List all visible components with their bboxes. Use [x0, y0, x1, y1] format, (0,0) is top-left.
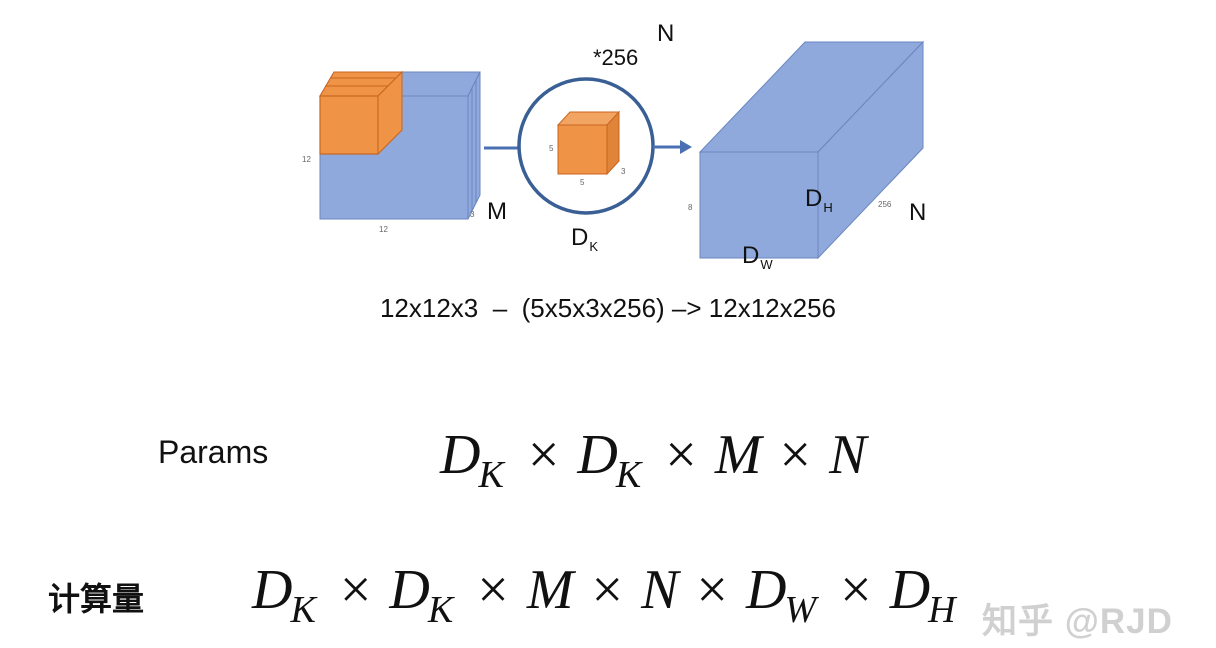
input-channels-label: M: [487, 198, 507, 225]
compute-label: 计算量: [48, 580, 145, 618]
kernel-dk-label: DK: [571, 224, 599, 254]
kernel-depth-label: 3: [621, 167, 626, 176]
kernel-side-label-b: 5: [580, 178, 585, 187]
params-label: Params: [158, 434, 269, 470]
input-depth-label: 3: [470, 210, 475, 219]
watermark: 知乎 @RJD: [982, 602, 1173, 641]
output-dh-label: DH: [805, 185, 833, 215]
kernel-count-label: *256: [593, 45, 639, 70]
input-width-label: 12: [379, 225, 388, 234]
compute-formula: DK × DK × M × N × DW × DH: [252, 559, 956, 631]
kernel-side-label-a: 5: [549, 144, 554, 153]
output-channels-label: N: [909, 199, 927, 226]
output-arrow: [653, 140, 692, 154]
kernel-count-symbol: N: [657, 20, 675, 47]
output-depth-label: 256: [878, 200, 892, 209]
input-height-label: 12: [302, 155, 311, 164]
params-formula: DK × DK × M × N: [440, 424, 867, 496]
shape-equation: 12x12x3 – (5x5x3x256) –> 12x12x256: [379, 293, 837, 323]
receptive-field: [319, 70, 404, 156]
output-height-label: 8: [688, 203, 693, 212]
output-dw-label: DW: [742, 242, 773, 272]
kernel-cube: [556, 110, 621, 176]
output-tensor: [698, 40, 925, 260]
